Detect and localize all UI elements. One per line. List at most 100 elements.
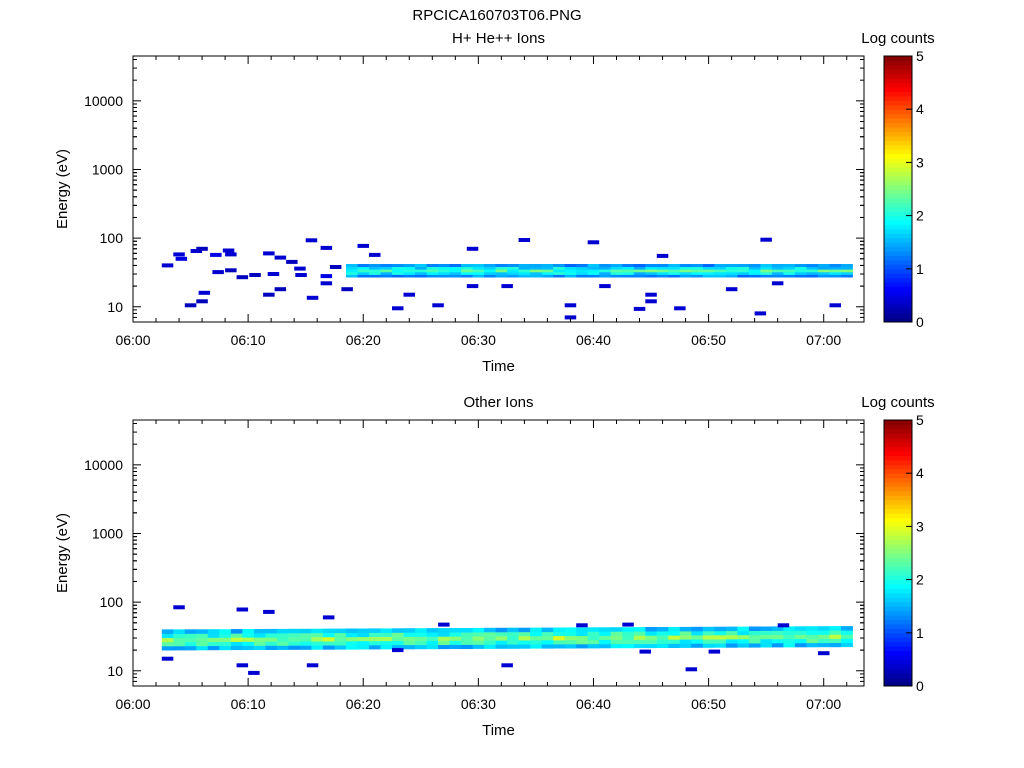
band-cell — [841, 642, 853, 648]
band-cell — [265, 628, 278, 634]
band-cell — [553, 266, 566, 270]
band-cell — [541, 640, 554, 645]
band-cell — [645, 264, 658, 267]
band-cell — [461, 632, 473, 637]
data-point — [564, 315, 577, 320]
band-cell — [311, 645, 324, 650]
x-tick-label: 06:50 — [691, 696, 726, 712]
band-cell — [161, 633, 174, 639]
band-cell — [829, 638, 842, 643]
band-cell — [714, 635, 727, 640]
colorbar-segment — [884, 544, 912, 550]
colorbar-segment — [884, 486, 912, 492]
band-cell — [392, 632, 404, 637]
x-ticks: 06:00 06:10 06:20 06:30 06:40 06:50 07:00 — [115, 56, 848, 348]
band-cell — [495, 271, 508, 275]
band-cell — [645, 266, 658, 270]
x-tick-label: 06:30 — [461, 696, 496, 712]
band-cell — [484, 644, 496, 649]
band-cells — [346, 264, 853, 278]
band-cell — [507, 644, 519, 649]
data-point — [708, 649, 721, 654]
band-cell — [748, 264, 761, 267]
band-cell — [518, 264, 531, 267]
band-cell — [265, 645, 278, 650]
band-cell — [691, 639, 704, 644]
colorbar-segment — [884, 654, 912, 660]
band-cell — [760, 643, 773, 648]
band-cell — [610, 627, 623, 632]
band-cell — [196, 645, 209, 651]
band-cell — [426, 274, 439, 278]
band-cell — [357, 269, 370, 273]
colorbar-segment — [884, 561, 912, 567]
band-cell — [841, 271, 853, 275]
data-point — [432, 303, 444, 308]
band-cell — [714, 639, 727, 644]
band-cell — [818, 642, 830, 648]
colorbar-segment — [884, 109, 912, 115]
band-cell — [207, 637, 220, 642]
colorbar-tick-label: 0 — [916, 678, 924, 694]
band-cell — [184, 633, 197, 638]
band-cell — [322, 636, 335, 642]
band-cell — [599, 627, 612, 632]
colorbar-segment — [884, 442, 912, 448]
x-tick-label: 06:40 — [576, 332, 611, 348]
colorbar-segment — [884, 135, 912, 141]
band-cell — [714, 626, 727, 632]
colorbar-segment — [884, 56, 912, 61]
panel-title: H+ He++ Ions — [452, 30, 545, 47]
colorbar-segment — [884, 140, 912, 146]
band-cell — [599, 271, 612, 275]
band-cell — [403, 274, 416, 278]
colorbar-segment — [884, 517, 912, 523]
band-cell — [173, 641, 186, 647]
band-cell — [334, 632, 347, 638]
band-cell — [841, 630, 853, 635]
band-cell — [656, 631, 669, 636]
x-tick-label: 06:20 — [346, 332, 381, 348]
band-cell — [530, 631, 543, 637]
band-cell — [633, 643, 646, 649]
band-cell — [633, 269, 646, 273]
colorbar-segment — [884, 495, 912, 501]
band-cell — [679, 271, 692, 275]
band-cell — [691, 271, 704, 275]
band-cell — [311, 628, 324, 634]
band-cell — [841, 274, 853, 278]
data-point — [249, 273, 261, 277]
band-cell — [760, 264, 773, 267]
band-cell — [334, 641, 347, 646]
data-point — [639, 649, 651, 654]
band-cell — [587, 274, 600, 278]
band-cell — [541, 635, 554, 641]
band-cell — [737, 274, 750, 278]
band-cell — [633, 266, 646, 270]
band-cell — [587, 639, 600, 645]
data-point — [212, 270, 224, 275]
colorbar-segment — [884, 157, 912, 163]
band-cell — [691, 264, 704, 267]
band-cell — [714, 630, 727, 636]
colorbar-segment — [884, 459, 912, 465]
band-cell — [610, 631, 623, 636]
band-cell — [679, 631, 692, 636]
colorbar-segment — [884, 451, 912, 456]
data-point — [633, 306, 646, 311]
band-cell — [610, 269, 623, 273]
colorbar-segment — [884, 659, 912, 665]
colorbar-segment — [884, 78, 912, 84]
band-cell — [668, 264, 681, 267]
data-point — [320, 245, 333, 250]
colorbar-segment — [884, 189, 912, 194]
x-tick-label: 06:30 — [461, 332, 496, 348]
band-cell — [403, 266, 416, 270]
band-cell — [392, 274, 404, 278]
colorbar-segment — [884, 619, 912, 625]
band-cell — [173, 637, 186, 643]
band-cell — [829, 271, 842, 275]
data-point — [198, 290, 211, 295]
band-cell — [357, 645, 370, 650]
